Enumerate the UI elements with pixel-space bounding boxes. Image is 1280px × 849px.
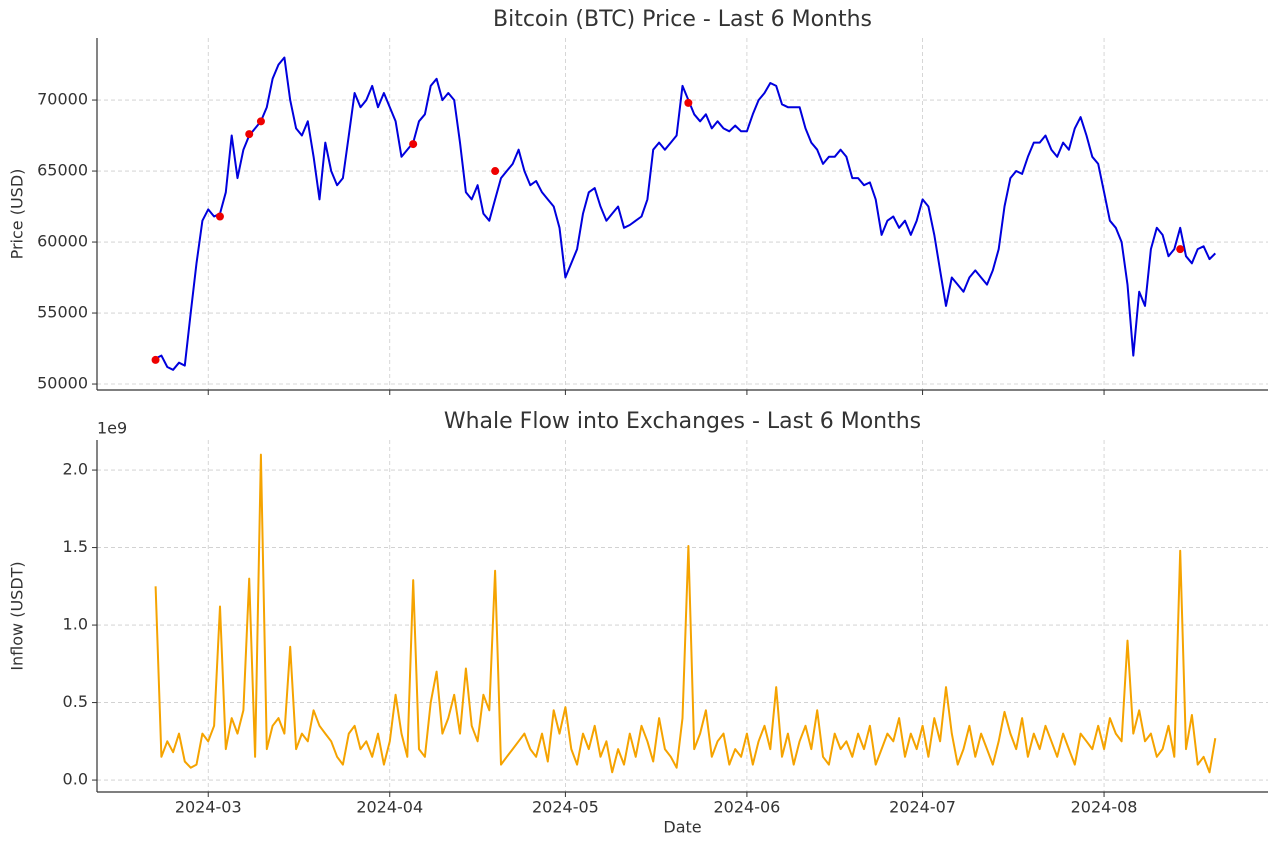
x-tick-label: 2024-07 <box>889 798 956 817</box>
highlight-point <box>256 117 265 126</box>
y-tick-label: 1.0 <box>63 615 88 634</box>
highlight-point <box>1176 245 1185 254</box>
x-tick-label: 2024-06 <box>713 798 780 817</box>
chart-title: Bitcoin (BTC) Price - Last 6 Months <box>493 7 872 32</box>
chart-title: Whale Flow into Exchanges - Last 6 Month… <box>444 409 921 434</box>
highlight-point <box>151 355 160 364</box>
series-line <box>155 56 1217 371</box>
y-tick-label: 50000 <box>37 374 88 393</box>
highlight-point <box>409 140 418 149</box>
y-tick-label: 55000 <box>37 303 88 322</box>
y-tick-label: 65000 <box>37 161 88 180</box>
y-tick-label: 60000 <box>37 232 88 251</box>
x-tick-label: 2024-04 <box>356 798 423 817</box>
x-axis-label: Date <box>663 818 701 837</box>
series-line <box>154 453 1217 774</box>
axis-offset-label: 1e9 <box>97 419 127 438</box>
y-axis-label: Inflow (USDT) <box>8 561 27 670</box>
highlight-point <box>491 167 500 176</box>
x-tick-label: 2024-05 <box>532 798 599 817</box>
highlight-point <box>684 98 693 107</box>
y-tick-label: 0.0 <box>63 770 88 789</box>
y-tick-label: 70000 <box>37 90 88 109</box>
highlight-point <box>215 212 224 221</box>
y-tick-label: 1.5 <box>63 537 88 556</box>
x-tick-label: 2024-08 <box>1071 798 1138 817</box>
y-axis-label: Price (USD) <box>8 169 27 260</box>
y-tick-label: 0.5 <box>63 692 88 711</box>
y-tick-label: 2.0 <box>63 460 88 479</box>
x-tick-label: 2024-03 <box>175 798 242 817</box>
highlight-point <box>245 130 254 139</box>
